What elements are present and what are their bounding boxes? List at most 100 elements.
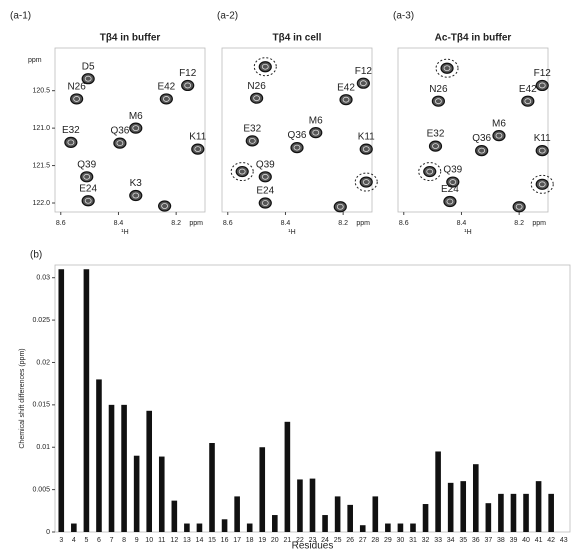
peak-label: E32 <box>427 129 445 140</box>
x-tick-label: 38 <box>497 537 505 544</box>
peak <box>258 197 272 209</box>
peak-label: Q39 <box>256 159 275 170</box>
peak <box>521 95 535 107</box>
peak <box>423 165 437 178</box>
peak <box>339 94 353 106</box>
peak <box>181 79 195 92</box>
peak-contour <box>359 80 367 87</box>
x-label: ¹H <box>121 229 128 236</box>
x-tick-label: 4 <box>72 537 76 544</box>
y-label: ppm <box>28 57 42 64</box>
peak <box>512 201 526 213</box>
peak-contour <box>73 96 81 102</box>
x-tick-label: 8.4 <box>281 220 291 227</box>
peak-label: K3 <box>130 178 143 189</box>
x-tick-label: 8.2 <box>338 220 348 227</box>
peak-contour <box>362 179 370 185</box>
x-tick-label: 12 <box>170 537 178 544</box>
x-tick-label: 8.2 <box>171 220 181 227</box>
x-label: Residues <box>292 541 334 552</box>
plot-frame <box>54 47 206 213</box>
peak <box>81 73 95 85</box>
bar <box>171 500 178 532</box>
bar <box>259 447 266 532</box>
y-tick-label: 0.005 <box>32 486 50 493</box>
peak-contour <box>132 125 140 132</box>
x-tick-label: 8.6 <box>56 220 66 227</box>
peak-contour <box>538 181 546 188</box>
plot-frame <box>221 47 373 213</box>
bar <box>422 504 429 532</box>
peak <box>535 144 549 157</box>
x-tick-label: 34 <box>447 537 455 544</box>
peak <box>359 176 373 188</box>
peak-contour <box>67 139 75 146</box>
y-tick-label: 0.03 <box>36 275 50 282</box>
panel-title: Tβ4 in buffer <box>100 33 161 44</box>
x-unit: ppm <box>356 220 370 227</box>
peak-contour <box>83 173 91 180</box>
peak <box>535 79 549 92</box>
bar <box>548 493 554 532</box>
peak <box>492 130 506 142</box>
x-tick-label: 5 <box>84 537 88 544</box>
bar <box>485 503 492 532</box>
y-tick-label: 121.0 <box>32 125 50 132</box>
x-tick-label: 39 <box>510 537 518 544</box>
x-tick-label: 8.6 <box>223 220 233 227</box>
panel-title: Ac-Tβ4 in buffer <box>435 33 512 44</box>
bar <box>523 493 529 532</box>
bar <box>221 519 228 532</box>
x-label: ¹H <box>288 229 295 236</box>
x-tick-label: 23 <box>309 537 317 544</box>
peak <box>359 143 373 155</box>
x-unit: ppm <box>532 220 546 227</box>
bar <box>510 493 517 532</box>
x-tick-label: 8.2 <box>514 220 524 227</box>
bar <box>472 464 479 532</box>
x-tick-label: 26 <box>346 537 354 544</box>
panel-title: Tβ4 in cell <box>273 33 322 44</box>
y-tick-label: 0.025 <box>32 317 50 324</box>
peak <box>440 62 454 74</box>
x-label: ¹H <box>464 229 471 236</box>
y-tick-label: 122.0 <box>32 200 50 207</box>
bar <box>96 379 102 532</box>
peak-label: E24 <box>79 183 97 194</box>
bar <box>397 523 404 532</box>
highlight-circle <box>230 162 254 182</box>
bar <box>297 479 303 532</box>
highlight-circle <box>435 58 459 78</box>
peak <box>333 201 347 213</box>
x-tick-label: 8.6 <box>399 220 409 227</box>
peak-label: N26 <box>67 82 86 93</box>
bar <box>322 515 328 532</box>
peak <box>258 61 272 73</box>
peak-contour <box>161 203 169 209</box>
x-tick-label: 31 <box>409 537 417 544</box>
peak-label: E24 <box>441 184 459 195</box>
x-tick-label: 8.4 <box>114 220 124 227</box>
y-tick-label: 0.01 <box>36 444 50 451</box>
peak-label: N26 <box>429 84 448 95</box>
bar <box>133 455 140 532</box>
x-tick-label: 13 <box>183 537 191 544</box>
x-tick-label: 14 <box>196 537 204 544</box>
x-tick-label: 17 <box>233 537 241 544</box>
peak-contour <box>434 98 442 105</box>
peak <box>235 165 249 178</box>
bar <box>535 481 542 532</box>
bar <box>83 269 90 532</box>
y-tick-label: 0.02 <box>36 359 50 366</box>
x-tick-label: 3 <box>59 537 63 544</box>
bar <box>246 523 253 532</box>
peak <box>443 195 457 208</box>
plot-frame <box>397 47 549 213</box>
peak-contour <box>116 140 124 147</box>
x-tick-label: 36 <box>472 537 480 544</box>
peak-contour <box>253 95 261 102</box>
bar <box>121 404 127 532</box>
bar <box>209 443 215 532</box>
peak-contour <box>162 96 170 102</box>
peak-label: Q39 <box>443 165 462 176</box>
